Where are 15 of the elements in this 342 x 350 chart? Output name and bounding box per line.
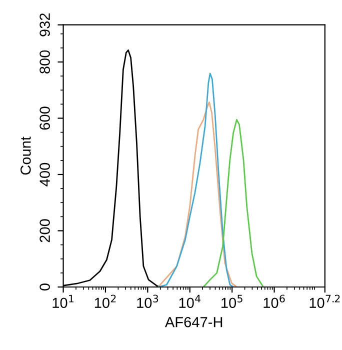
- x-axis-title: AF647-H: [164, 316, 222, 328]
- y-axis-title: Count: [20, 136, 31, 175]
- x-tick-label: 10$^{6}$: [264, 294, 285, 308]
- x-tick-label: 10$^{7.2}$: [310, 294, 340, 308]
- y-tick-label: 932: [40, 13, 50, 36]
- y-tick-label: 600: [40, 106, 50, 130]
- y-tick-label: 400: [40, 162, 50, 186]
- y-tick-label: 800: [40, 50, 50, 74]
- x-tick-label: 10$^{3}$: [137, 294, 158, 308]
- x-tick-label: 10$^{4}$: [179, 294, 200, 308]
- y-tick-label: 0: [40, 284, 50, 290]
- x-tick-label: 10$^{1}$: [52, 294, 74, 308]
- y-tick-label: 200: [40, 219, 50, 242]
- x-tick-label: 10$^{5}$: [222, 294, 242, 308]
- x-tick-label: 10$^{2}$: [94, 294, 116, 308]
